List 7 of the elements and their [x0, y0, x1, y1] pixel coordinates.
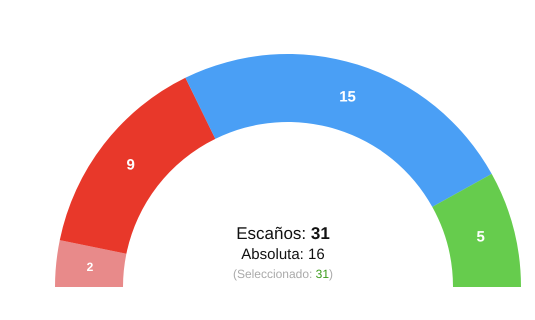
text: (Seleccionado: 31) — [232, 267, 334, 281]
data-label: 5 — [476, 228, 485, 246]
data-label: 15 — [339, 88, 356, 106]
data-label: 2 — [86, 260, 94, 274]
text: Absoluta: 16 — [240, 246, 326, 263]
data-label: 9 — [126, 156, 135, 174]
text: Escaños: 31 — [235, 224, 331, 244]
